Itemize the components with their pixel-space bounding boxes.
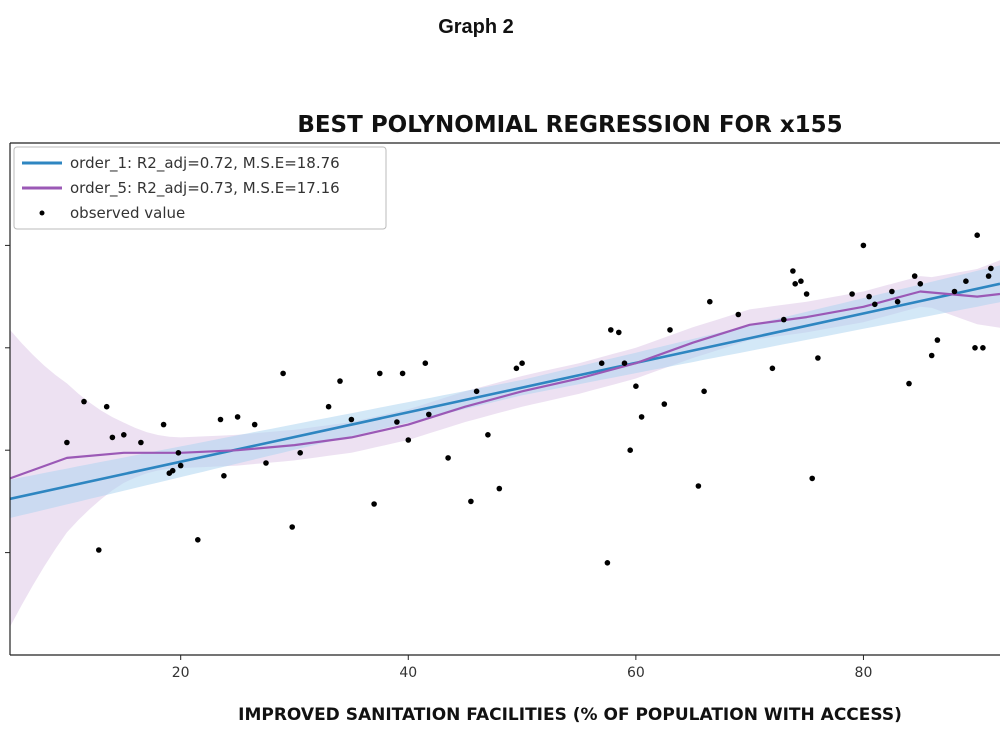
observed-point bbox=[81, 398, 87, 405]
observed-point bbox=[798, 278, 804, 285]
chart-title: BEST POLYNOMIAL REGRESSION FOR x155 bbox=[297, 112, 842, 138]
observed-point bbox=[169, 467, 176, 474]
observed-point bbox=[735, 311, 742, 318]
observed-point bbox=[121, 432, 127, 438]
legend-observed-label: observed value bbox=[70, 204, 185, 222]
observed-point bbox=[64, 439, 70, 446]
x-axis-label: IMPROVED SANITATION FACILITIES (% OF POP… bbox=[238, 705, 902, 725]
observed-point bbox=[928, 352, 935, 359]
observed-point bbox=[513, 365, 520, 372]
observed-point bbox=[263, 460, 269, 466]
observed-point bbox=[985, 273, 992, 279]
observed-point bbox=[377, 370, 383, 377]
observed-point bbox=[951, 288, 958, 295]
observed-point bbox=[138, 439, 144, 446]
observed-point bbox=[422, 360, 429, 367]
order-1-fit-line bbox=[10, 282, 1000, 501]
observed-point bbox=[177, 462, 184, 469]
observed-point bbox=[815, 355, 821, 361]
observed-point bbox=[707, 298, 713, 305]
observed-point bbox=[468, 498, 474, 505]
observed-point bbox=[195, 537, 201, 543]
observed-point bbox=[894, 298, 901, 305]
observed-point bbox=[849, 291, 855, 297]
observed-point bbox=[280, 370, 286, 377]
observed-point bbox=[917, 281, 924, 287]
observed-point bbox=[792, 281, 798, 287]
observed-point bbox=[371, 501, 377, 507]
observed-point bbox=[426, 411, 432, 418]
observed-point bbox=[769, 365, 776, 372]
observed-point bbox=[519, 360, 525, 367]
observed-point bbox=[803, 291, 810, 297]
plot-area bbox=[10, 232, 1000, 627]
observed-point bbox=[394, 419, 400, 425]
observed-point bbox=[399, 370, 406, 377]
observed-point bbox=[234, 414, 241, 420]
observed-point bbox=[790, 268, 796, 274]
graph-caption: Graph 2 bbox=[438, 16, 514, 38]
legend-order-1-label: order_1: R2_adj=0.72, M.S.E=18.76 bbox=[70, 154, 340, 173]
legend-order-5-label: order_5: R2_adj=0.73, M.S.E=17.16 bbox=[70, 179, 340, 198]
observed-point bbox=[616, 329, 622, 336]
legend: order_1: R2_adj=0.72, M.S.E=18.76 order_… bbox=[13, 146, 387, 230]
observed-point bbox=[297, 450, 304, 456]
observed-point bbox=[860, 242, 867, 249]
observed-point bbox=[598, 360, 605, 367]
x-tick-label: 40 bbox=[399, 665, 417, 681]
observed-point bbox=[621, 360, 628, 367]
x-tick-label: 60 bbox=[627, 665, 645, 681]
x-tick-label: 20 bbox=[172, 665, 190, 681]
observed-point bbox=[781, 316, 787, 323]
y-ticks bbox=[5, 244, 10, 554]
observed-point bbox=[251, 421, 258, 428]
observed-point bbox=[289, 524, 296, 530]
observed-point bbox=[638, 414, 645, 420]
observed-point bbox=[633, 383, 639, 390]
observed-point bbox=[934, 337, 941, 343]
observed-point bbox=[217, 416, 224, 423]
observed-point bbox=[809, 475, 815, 482]
observed-point bbox=[175, 450, 182, 456]
observed-point bbox=[974, 232, 980, 238]
legend-box bbox=[13, 146, 387, 230]
observed-point bbox=[325, 403, 332, 410]
observed-point bbox=[911, 273, 918, 279]
observed-point bbox=[348, 416, 355, 423]
observed-point bbox=[906, 380, 912, 387]
axes: 20 40 60 80 bbox=[5, 142, 1000, 681]
observed-point bbox=[695, 483, 702, 489]
observed-point bbox=[445, 455, 451, 461]
observed-point bbox=[889, 288, 895, 295]
observed-point bbox=[337, 378, 343, 384]
observed-point bbox=[96, 547, 102, 553]
observed-point bbox=[109, 434, 116, 441]
observed-point bbox=[496, 485, 503, 492]
observed-point bbox=[661, 401, 668, 407]
observed-point bbox=[972, 345, 978, 351]
observed-points bbox=[64, 232, 994, 566]
observed-point bbox=[221, 473, 227, 479]
observed-point bbox=[667, 327, 673, 333]
observed-point bbox=[604, 560, 611, 566]
legend-observed-swatch bbox=[39, 210, 45, 216]
observed-point bbox=[963, 278, 969, 285]
observed-point bbox=[627, 447, 633, 454]
observed-point bbox=[866, 293, 872, 300]
observed-point bbox=[701, 388, 707, 395]
x-ticks: 20 40 60 80 bbox=[172, 655, 873, 681]
observed-point bbox=[872, 301, 878, 308]
observed-point bbox=[988, 265, 994, 272]
observed-point bbox=[485, 432, 491, 438]
observed-point bbox=[160, 421, 167, 428]
observed-point bbox=[405, 437, 412, 443]
observed-point bbox=[103, 403, 110, 410]
x-tick-label: 80 bbox=[855, 665, 873, 681]
observed-point bbox=[473, 388, 480, 395]
observed-point bbox=[608, 327, 614, 333]
observed-point bbox=[980, 345, 986, 351]
